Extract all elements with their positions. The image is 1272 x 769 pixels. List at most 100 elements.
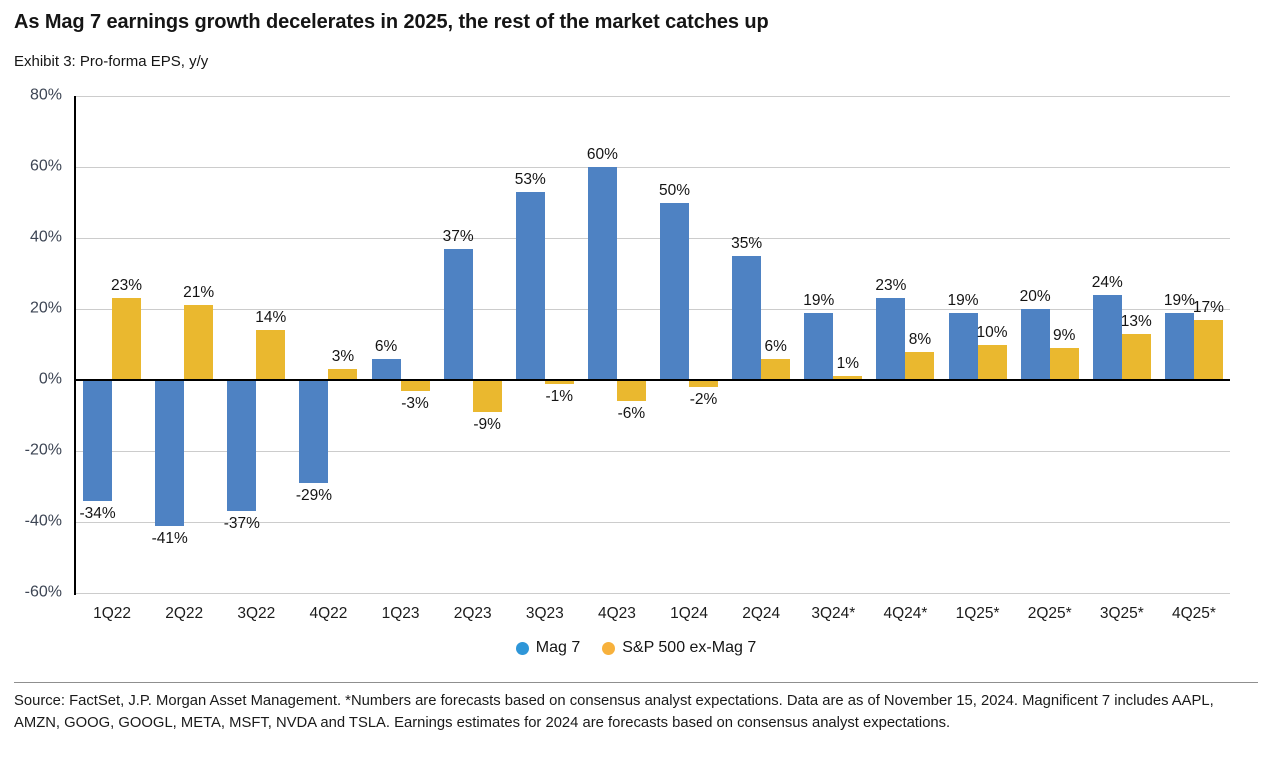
value-label-mag-7-1q23: 6% xyxy=(374,337,398,355)
value-label-s-p-500-ex-mag-7-3q22: 14% xyxy=(255,309,287,327)
value-label-mag-7-1q24: 50% xyxy=(659,181,691,199)
y-axis-tick--60: -60% xyxy=(24,583,62,601)
y-axis-tick-20: 20% xyxy=(29,299,62,317)
x-axis-tick-2q23: 2Q23 xyxy=(453,605,492,622)
bar-mag-7-4q25 xyxy=(1164,312,1194,380)
x-axis-tick-1q25: 1Q25* xyxy=(955,605,1000,622)
legend-dot-mag-7 xyxy=(515,641,529,655)
bar-mag-7-1q22 xyxy=(83,380,113,501)
plot-area: 80% 60% 40% 20% 0% -20% -40% -60% -34% 23% 1Q22 -41… xyxy=(25,87,1230,622)
value-label-s-p-500-ex-mag-7-2q25: 9% xyxy=(1052,327,1076,345)
value-label-mag-7-3q25: 24% xyxy=(1091,273,1123,291)
x-axis-tick-4q23: 4Q23 xyxy=(597,605,636,622)
bar-s-p-500-ex-mag-7-2q23 xyxy=(472,380,502,412)
gridline--20 xyxy=(76,451,1230,452)
x-axis-tick-3q24: 3Q24* xyxy=(811,605,856,622)
gridline-40 xyxy=(76,238,1230,239)
value-label-s-p-500-ex-mag-7-2q23: -9% xyxy=(473,415,501,433)
value-label-s-p-500-ex-mag-7-2q24: 6% xyxy=(764,337,787,355)
gridline--40 xyxy=(76,522,1230,523)
value-label-mag-7-3q23: 53% xyxy=(514,170,546,188)
y-axis-tick-40: 40% xyxy=(29,228,62,246)
y-axis-tick--40: -40% xyxy=(24,512,62,530)
value-label-mag-7-1q22: -34% xyxy=(79,504,116,522)
gridline--60 xyxy=(76,593,1230,594)
bar-s-p-500-ex-mag-7-4q22 xyxy=(328,369,358,380)
bar-s-p-500-ex-mag-7-2q25 xyxy=(1049,348,1079,380)
bar-mag-7-1q23 xyxy=(371,358,401,380)
y-axis-line xyxy=(74,96,76,595)
value-label-mag-7-3q22: -37% xyxy=(223,515,260,533)
y-axis-tick-80: 80% xyxy=(29,86,62,104)
x-axis-tick-3q22: 3Q22 xyxy=(237,605,276,622)
bar-s-p-500-ex-mag-7-4q23 xyxy=(616,380,646,402)
chart-subtitle: Exhibit 3: Pro-forma EPS, y/y xyxy=(14,53,209,70)
value-label-mag-7-4q25: 19% xyxy=(1163,291,1195,309)
value-label-s-p-500-ex-mag-7-4q23: -6% xyxy=(617,405,646,423)
x-axis-tick-2q24: 2Q24 xyxy=(742,605,781,622)
chart-legend: Mag 7 S&P 500 ex-Mag 7 xyxy=(0,639,1272,657)
bar-s-p-500-ex-mag-7-1q22 xyxy=(112,298,142,380)
bar-s-p-500-ex-mag-7-3q24 xyxy=(833,376,863,380)
x-axis-tick-1q22: 1Q22 xyxy=(93,605,132,622)
footer-divider xyxy=(14,682,1258,683)
value-label-s-p-500-ex-mag-7-3q24: 1% xyxy=(836,355,860,373)
value-label-s-p-500-ex-mag-7-4q24: 8% xyxy=(908,330,932,348)
x-axis-tick-4q24: 4Q24* xyxy=(883,605,928,622)
bar-mag-7-2q23 xyxy=(443,248,473,380)
zero-baseline xyxy=(76,379,1230,381)
chart-title: As Mag 7 earnings growth decelerates in … xyxy=(14,11,769,33)
value-label-s-p-500-ex-mag-7-1q25: 10% xyxy=(976,323,1008,341)
bar-mag-7-3q22 xyxy=(227,380,257,512)
bar-mag-7-4q24 xyxy=(876,298,906,380)
value-label-s-p-500-ex-mag-7-3q23: -1% xyxy=(545,387,574,405)
value-label-s-p-500-ex-mag-7-4q25: 17% xyxy=(1192,298,1224,316)
y-axis-tick-0: 0% xyxy=(38,370,62,388)
x-axis-tick-2q22: 2Q22 xyxy=(165,605,204,622)
bar-s-p-500-ex-mag-7-2q22 xyxy=(184,305,214,380)
bar-s-p-500-ex-mag-7-3q23 xyxy=(544,380,574,384)
bar-mag-7-2q22 xyxy=(155,380,185,526)
y-axis-tick-60: 60% xyxy=(29,157,62,175)
bar-s-p-500-ex-mag-7-3q25 xyxy=(1121,333,1151,380)
value-label-mag-7-1q25: 19% xyxy=(947,291,979,309)
value-label-s-p-500-ex-mag-7-1q24: -2% xyxy=(689,391,718,409)
gridline-80 xyxy=(76,96,1230,97)
bar-mag-7-1q24 xyxy=(660,202,690,380)
bar-s-p-500-ex-mag-7-1q25 xyxy=(977,344,1007,380)
bar-mag-7-4q22 xyxy=(299,380,329,483)
bar-mag-7-3q25 xyxy=(1092,294,1122,380)
bar-s-p-500-ex-mag-7-4q24 xyxy=(905,351,935,380)
value-label-s-p-500-ex-mag-7-4q22: 3% xyxy=(331,348,355,366)
value-label-s-p-500-ex-mag-7-1q22: 23% xyxy=(111,277,143,295)
x-axis-tick-2q25: 2Q25* xyxy=(1027,605,1072,622)
legend-label-s-p-500-ex-mag-7: S&P 500 ex-Mag 7 xyxy=(622,639,757,656)
value-label-s-p-500-ex-mag-7-3q25: 13% xyxy=(1120,312,1152,330)
value-label-mag-7-4q22: -29% xyxy=(295,486,333,504)
value-label-mag-7-2q25: 20% xyxy=(1019,288,1051,305)
bar-s-p-500-ex-mag-7-1q24 xyxy=(689,380,719,388)
legend-label-mag-7: Mag 7 xyxy=(535,639,581,656)
gridline-60 xyxy=(76,167,1230,168)
bar-mag-7-4q23 xyxy=(587,167,617,380)
x-axis-tick-4q22: 4Q22 xyxy=(309,605,348,622)
bar-s-p-500-ex-mag-7-1q23 xyxy=(400,380,430,391)
value-label-mag-7-4q23: 60% xyxy=(586,146,618,163)
value-label-mag-7-2q22: -41% xyxy=(151,529,188,547)
value-label-s-p-500-ex-mag-7-2q22: 21% xyxy=(183,284,215,302)
value-label-mag-7-4q24: 23% xyxy=(875,277,907,295)
value-label-mag-7-2q24: 35% xyxy=(731,234,763,252)
bar-mag-7-2q24 xyxy=(732,255,762,380)
legend-item-s-p-500-ex-mag-7: S&P 500 ex-Mag 7 xyxy=(602,639,756,657)
value-label-mag-7-2q23: 37% xyxy=(442,227,474,245)
legend-dot-s-p-500-ex-mag-7 xyxy=(602,641,616,655)
x-axis-tick-3q25: 3Q25* xyxy=(1099,605,1144,622)
value-label-s-p-500-ex-mag-7-1q23: -3% xyxy=(401,394,429,412)
bar-s-p-500-ex-mag-7-4q25 xyxy=(1193,319,1223,380)
bar-mag-7-3q23 xyxy=(515,191,545,380)
bar-mag-7-2q25 xyxy=(1020,309,1050,380)
x-axis-tick-1q23: 1Q23 xyxy=(381,605,420,622)
bar-s-p-500-ex-mag-7-2q24 xyxy=(761,358,791,380)
x-axis-tick-3q23: 3Q23 xyxy=(525,605,564,622)
